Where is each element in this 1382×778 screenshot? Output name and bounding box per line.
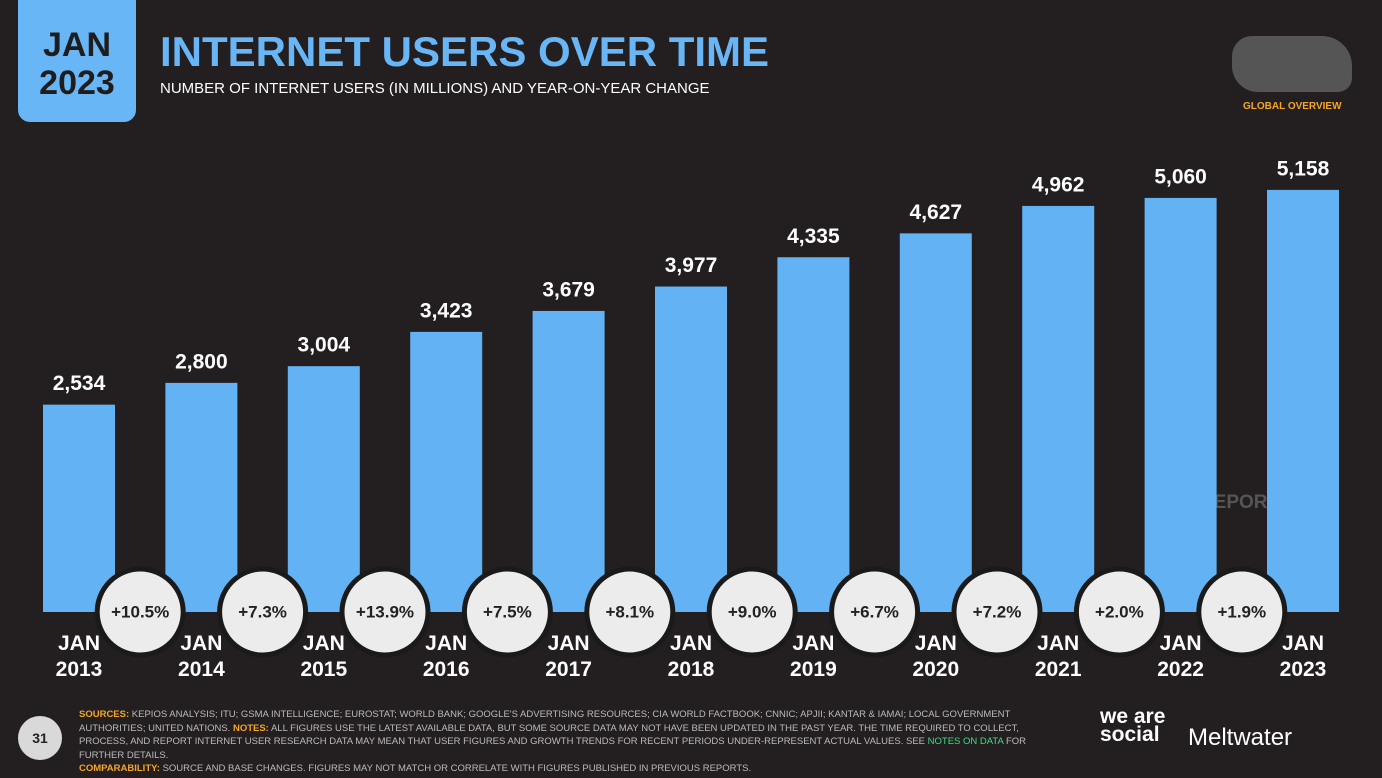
change-bubble xyxy=(951,566,1043,658)
change-bubble xyxy=(706,566,798,658)
bar xyxy=(777,257,850,612)
change-label: +10.5% xyxy=(111,602,169,621)
value-label: 4,627 xyxy=(910,201,963,224)
x-tick-label: JAN 2022 xyxy=(1157,632,1204,681)
change-bubble xyxy=(1073,566,1165,658)
change-bubble xyxy=(217,566,309,658)
change-label: +7.5% xyxy=(483,602,532,621)
title: INTERNET USERS OVER TIME xyxy=(160,28,770,75)
bar xyxy=(532,310,605,612)
world-map-icon xyxy=(1232,36,1352,92)
bar xyxy=(410,331,483,612)
notes-link[interactable]: NOTES ON DATA xyxy=(927,736,1004,747)
date-badge: JAN 2023 xyxy=(18,0,136,122)
x-tick-label: JAN 2023 xyxy=(1279,632,1327,681)
change-label: +7.3% xyxy=(238,602,287,621)
comparability-label: COMPARABILITY: xyxy=(79,763,160,774)
notes-label: NOTES: xyxy=(232,722,269,734)
sources: KEPIOS ANALYSIS; ITU; GSMA INTELLIGENCE;… xyxy=(79,709,1011,734)
subtitle: NUMBER OF INTERNET USERS (IN MILLIONS) A… xyxy=(160,80,710,97)
change-bubble xyxy=(339,566,431,658)
change-bubble xyxy=(1196,566,1288,658)
footnotes: SOURCES: KEPIOS ANALYSIS; ITU; GSMA INTE… xyxy=(79,708,1064,776)
brand-logo: Meltwater xyxy=(1188,724,1293,751)
value-label: 2,534 xyxy=(53,372,106,395)
change-label: +7.2% xyxy=(973,602,1022,621)
x-tick-label: JAN 2013 xyxy=(55,632,103,681)
bar xyxy=(43,404,115,612)
x-tick-label: JAN 2014 xyxy=(178,632,225,681)
bar xyxy=(1144,197,1217,612)
change-label: +9.0% xyxy=(728,602,777,621)
value-label: 5,158 xyxy=(1277,157,1330,180)
change-label: +6.7% xyxy=(850,602,899,621)
notes-end: FOR FURTHER DETAILS. xyxy=(79,736,1027,761)
value-label: 5,060 xyxy=(1154,165,1207,188)
value-label: 4,962 xyxy=(1032,173,1085,196)
value-label: 3,977 xyxy=(665,254,718,277)
x-tick-label: JAN 2017 xyxy=(545,632,592,681)
value-label: 2,800 xyxy=(175,350,228,373)
page-number: 31 xyxy=(18,716,62,760)
bar xyxy=(1022,205,1095,612)
change-label: +13.9% xyxy=(356,602,414,621)
bar xyxy=(1267,189,1339,612)
x-tick-label: JAN 2015 xyxy=(300,632,348,681)
value-label: 4,335 xyxy=(787,225,840,248)
change-bubble xyxy=(461,566,553,658)
value-label: 3,004 xyxy=(298,334,351,357)
change-bubble xyxy=(584,566,676,658)
section-label: GLOBAL OVERVIEW xyxy=(1243,101,1342,112)
notes: ALL FIGURES USE THE LATEST AVAILABLE DAT… xyxy=(79,722,1019,748)
bar xyxy=(655,286,727,612)
bar xyxy=(287,366,360,612)
change-bubble xyxy=(94,566,186,658)
change-bubble xyxy=(829,566,921,658)
comparability: SOURCE AND BASE CHANGES. FIGURES MAY NOT… xyxy=(162,763,752,774)
x-tick-label: JAN 2018 xyxy=(667,632,715,681)
value-label: 3,679 xyxy=(542,278,595,301)
value-label: 3,423 xyxy=(420,299,473,322)
x-tick-label: JAN 2019 xyxy=(790,632,837,681)
bar xyxy=(899,233,972,612)
change-label: +2.0% xyxy=(1095,602,1144,621)
x-tick-label: JAN 2016 xyxy=(422,632,470,681)
brand-logo: we are social xyxy=(1100,705,1166,746)
bar xyxy=(165,382,238,612)
x-tick-label: JAN 2020 xyxy=(912,632,960,681)
change-label: +1.9% xyxy=(1217,602,1266,621)
x-tick-label: JAN 2021 xyxy=(1034,632,1082,681)
sources-label: SOURCES: xyxy=(79,709,130,720)
change-label: +8.1% xyxy=(605,602,654,621)
